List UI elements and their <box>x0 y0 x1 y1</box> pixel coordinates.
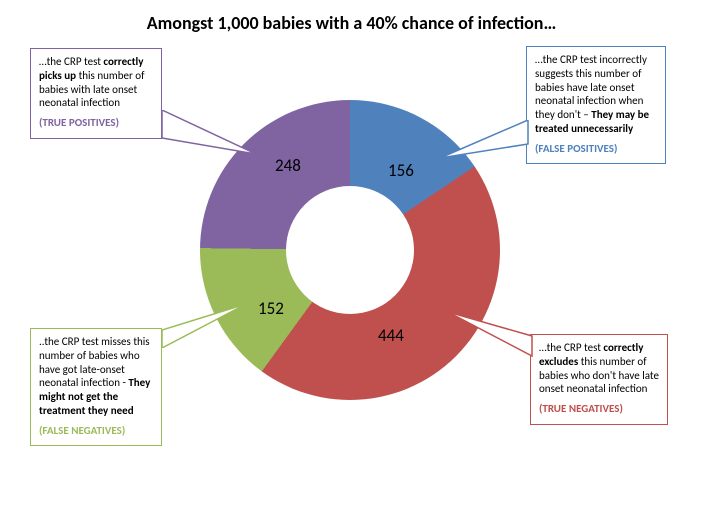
callout-true-negatives: …the CRP test correctly excludes this nu… <box>530 334 668 425</box>
slice-label-tn: 444 <box>378 325 404 346</box>
callout-text: …the CRP test correctly picks up this nu… <box>39 55 144 109</box>
callout-text: ..the CRP test misses this number of bab… <box>39 335 150 417</box>
callout-tag: (TRUE NEGATIVES) <box>539 402 659 416</box>
callout-tag: (TRUE POSITIVES) <box>39 116 153 130</box>
callout-false-positives: …the CRP test incorrectly suggests this … <box>526 46 666 164</box>
callout-tag: (FALSE NEGATIVES) <box>39 424 153 438</box>
chart-title: Amongst 1,000 babies with a 40% chance o… <box>0 12 703 34</box>
donut-chart: 156 444 152 248 <box>200 100 500 400</box>
callout-true-positives: …the CRP test correctly picks up this nu… <box>30 48 162 139</box>
slice-label-fn: 152 <box>258 298 284 319</box>
callout-text: …the CRP test correctly excludes this nu… <box>539 341 659 395</box>
slice-label-fp: 156 <box>388 160 414 181</box>
slice-label-tp: 248 <box>275 155 301 176</box>
callout-tag: (FALSE POSITIVES) <box>535 142 657 156</box>
donut-hole <box>286 186 414 314</box>
callout-text: …the CRP test incorrectly suggests this … <box>535 53 649 135</box>
callout-false-negatives: ..the CRP test misses this number of bab… <box>30 328 162 446</box>
